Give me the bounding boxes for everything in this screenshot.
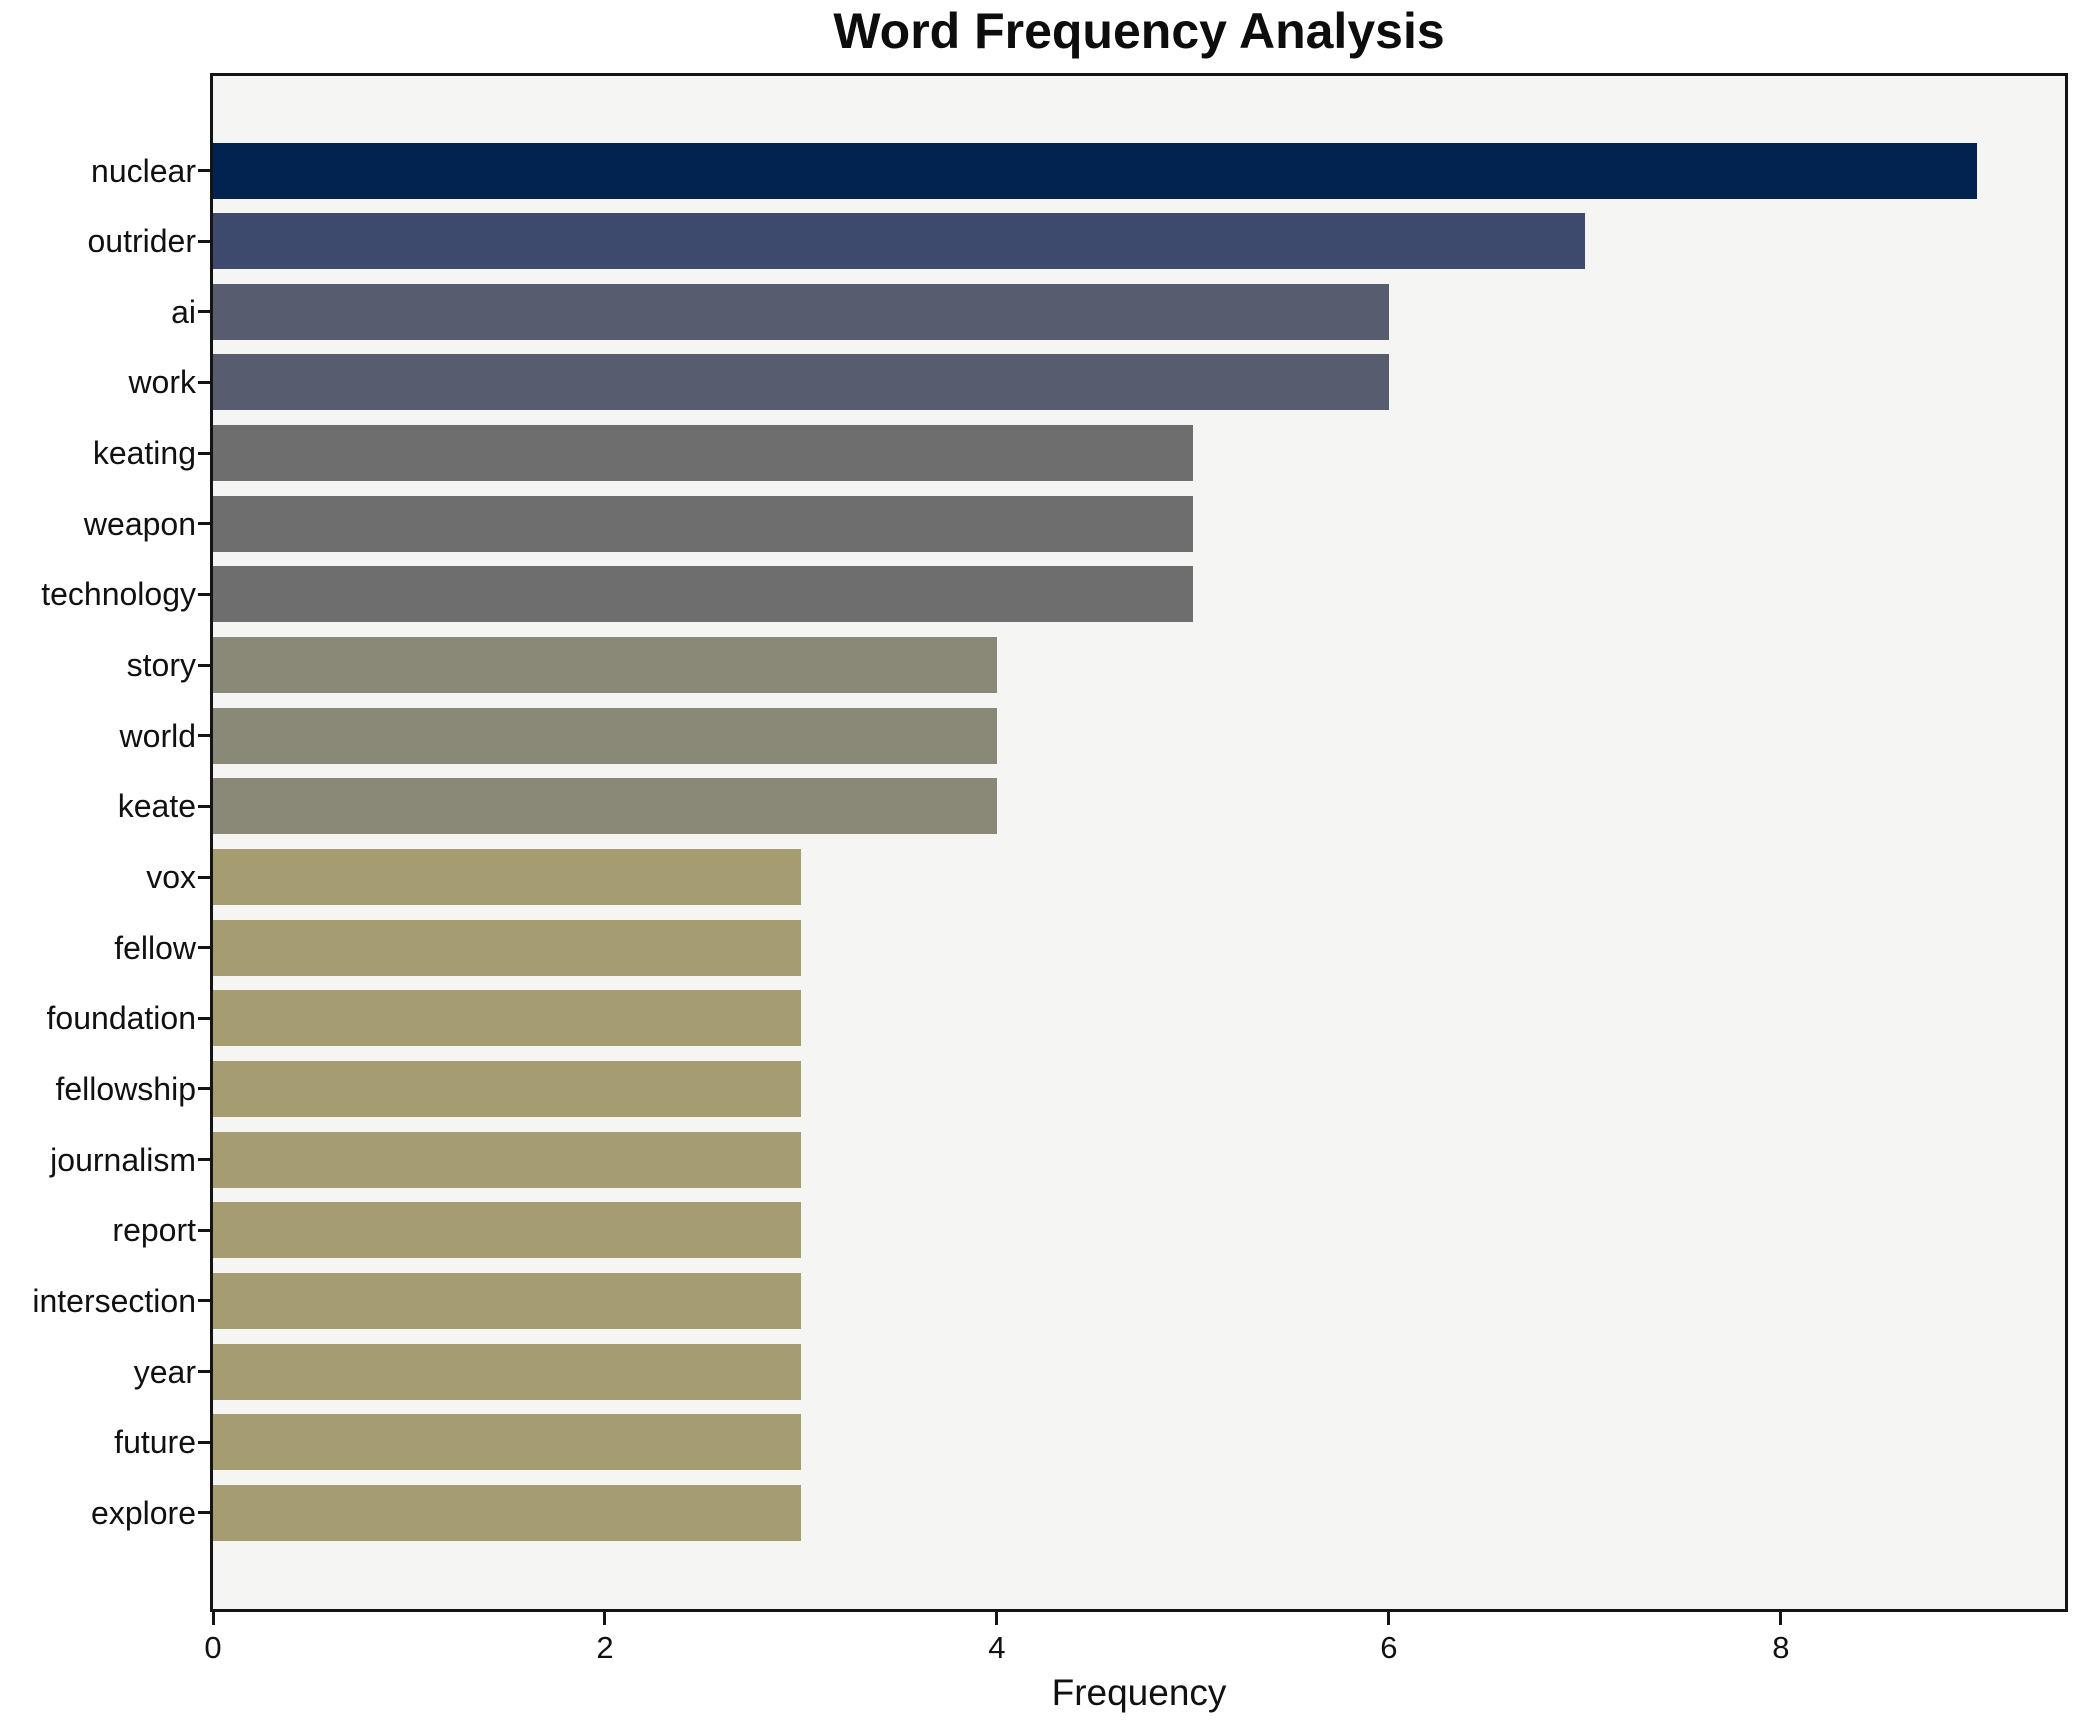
x-tick-mark — [1779, 1612, 1783, 1625]
bar-world — [213, 707, 997, 764]
y-tick-label-keate: keate — [117, 788, 196, 825]
y-tick-label-nuclear: nuclear — [91, 152, 196, 189]
bar-journalism — [213, 1131, 801, 1188]
plot-area — [210, 73, 2068, 1612]
bar-keating — [213, 425, 1193, 482]
x-tick-mark — [211, 1612, 215, 1625]
bar-nuclear — [213, 142, 1977, 199]
bar-weapon — [213, 495, 1193, 552]
bar-story — [213, 637, 997, 694]
y-tick-mark — [198, 734, 210, 738]
y-tick-mark — [198, 875, 210, 879]
y-tick-mark — [198, 1299, 210, 1303]
y-tick-label-weapon: weapon — [83, 505, 196, 542]
y-tick-label-fellowship: fellowship — [55, 1070, 196, 1107]
bar-report — [213, 1202, 801, 1259]
y-tick-label-technology: technology — [41, 576, 196, 613]
y-tick-mark — [198, 663, 210, 667]
y-tick-mark — [198, 1087, 210, 1091]
y-tick-mark — [198, 239, 210, 243]
bar-year — [213, 1343, 801, 1400]
x-axis-label: Frequency — [1051, 1672, 1227, 1713]
y-tick-mark — [198, 1440, 210, 1444]
x-tick-mark — [1387, 1612, 1391, 1625]
x-tick-label-8: 8 — [1772, 1630, 1790, 1665]
chart-title: Word Frequency Analysis — [833, 3, 1445, 59]
bar-fellow — [213, 919, 801, 976]
y-tick-mark — [198, 1511, 210, 1515]
x-tick-label-0: 0 — [204, 1630, 222, 1665]
y-tick-mark — [198, 1370, 210, 1374]
y-tick-label-outrider: outrider — [87, 223, 197, 260]
y-tick-mark — [198, 1158, 210, 1162]
y-tick-mark — [198, 380, 210, 384]
bar-fellowship — [213, 1060, 801, 1117]
bar-keate — [213, 778, 997, 835]
y-tick-label-work: work — [128, 364, 196, 401]
y-tick-mark — [198, 804, 210, 808]
y-tick-label-future: future — [114, 1424, 196, 1461]
y-tick-mark — [198, 310, 210, 314]
y-tick-label-keating: keating — [92, 435, 196, 472]
y-tick-mark — [198, 1016, 210, 1020]
bar-vox — [213, 849, 801, 905]
y-tick-mark — [198, 1228, 210, 1232]
y-tick-label-report: report — [112, 1212, 196, 1249]
y-tick-mark — [198, 522, 210, 526]
y-tick-label-intersection: intersection — [32, 1282, 196, 1319]
bar-future — [213, 1414, 801, 1471]
y-tick-label-foundation: foundation — [46, 1000, 196, 1037]
y-tick-label-fellow: fellow — [114, 929, 196, 966]
bar-outrider — [213, 213, 1585, 270]
bar-work — [213, 354, 1389, 411]
x-tick-label-4: 4 — [988, 1630, 1006, 1665]
y-tick-mark — [198, 946, 210, 950]
y-tick-mark — [198, 169, 210, 172]
bar-ai — [213, 283, 1389, 340]
y-tick-mark — [198, 451, 210, 455]
bar-intersection — [213, 1272, 801, 1329]
y-tick-mark — [198, 592, 210, 596]
y-tick-label-journalism: journalism — [50, 1141, 196, 1178]
y-tick-label-story: story — [126, 647, 196, 684]
x-tick-label-6: 6 — [1380, 1630, 1398, 1665]
y-tick-label-vox: vox — [146, 859, 196, 895]
bar-foundation — [213, 990, 801, 1047]
x-tick-label-2: 2 — [596, 1630, 614, 1665]
y-tick-label-year: year — [133, 1353, 196, 1390]
x-tick-mark — [995, 1612, 999, 1625]
bar-explore — [213, 1484, 801, 1541]
x-tick-mark — [603, 1612, 607, 1625]
y-tick-label-explore: explore — [91, 1494, 196, 1531]
y-tick-label-world: world — [119, 717, 196, 754]
bar-technology — [213, 566, 1193, 623]
y-tick-label-ai: ai — [171, 293, 196, 330]
